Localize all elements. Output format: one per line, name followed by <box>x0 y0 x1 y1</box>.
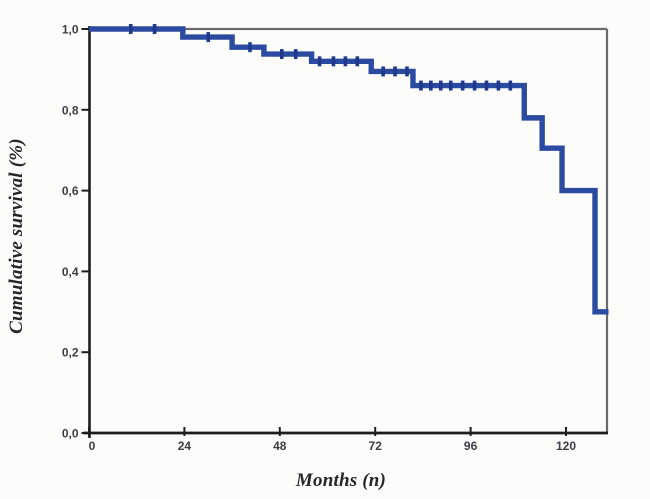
x-tick-label: 48 <box>273 439 287 453</box>
y-tick-label: 0,2 <box>62 346 79 360</box>
x-tick-label: 0 <box>89 439 96 453</box>
x-axis-title: Months (n) <box>295 470 387 491</box>
y-tick-label: 0,4 <box>62 265 79 279</box>
y-tick-label: 0,0 <box>62 427 79 441</box>
x-tick-label: 72 <box>369 439 383 453</box>
x-tick-label: 96 <box>464 439 478 453</box>
y-tick-label: 0,8 <box>62 103 79 117</box>
x-tick-label: 120 <box>556 439 576 453</box>
km-curve <box>89 26 609 315</box>
x-tick-label: 24 <box>178 439 192 453</box>
y-tick-label: 1,0 <box>62 23 79 37</box>
y-tick-label: 0,6 <box>62 184 79 198</box>
y-axis-title: Cumulative survival (%) <box>6 138 27 334</box>
